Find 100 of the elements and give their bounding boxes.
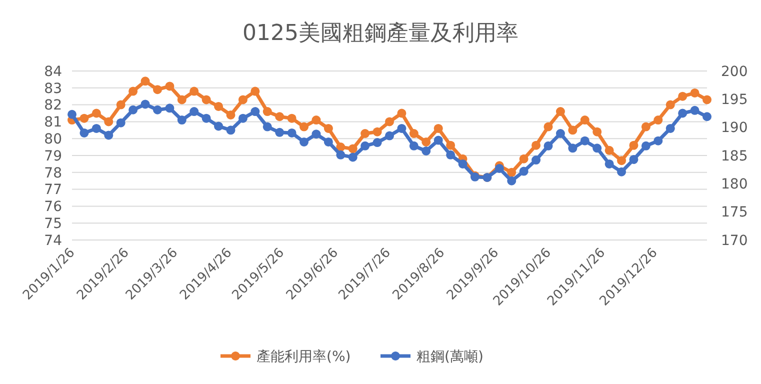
point bbox=[568, 144, 578, 153]
point bbox=[568, 126, 578, 135]
point bbox=[372, 127, 382, 136]
point bbox=[556, 129, 565, 138]
point bbox=[275, 128, 284, 137]
point bbox=[397, 108, 406, 118]
point bbox=[580, 116, 590, 125]
legend-label: 產能利用率(%) bbox=[256, 348, 351, 365]
point bbox=[654, 136, 663, 146]
point bbox=[446, 140, 456, 150]
point bbox=[300, 122, 309, 132]
y-tick-label: 82 bbox=[44, 98, 62, 114]
point bbox=[262, 107, 272, 116]
y-tick-label: 84 bbox=[44, 64, 62, 80]
point bbox=[409, 141, 418, 150]
point bbox=[385, 117, 394, 126]
point bbox=[580, 136, 590, 146]
point bbox=[140, 100, 150, 109]
point bbox=[128, 86, 138, 96]
point bbox=[617, 167, 626, 176]
point bbox=[519, 166, 528, 176]
y-tick-label: 75 bbox=[44, 216, 62, 232]
point bbox=[348, 144, 358, 154]
point bbox=[104, 117, 114, 126]
point bbox=[92, 124, 101, 133]
point bbox=[360, 129, 370, 138]
point bbox=[214, 122, 224, 131]
point bbox=[422, 146, 431, 156]
y-tick-label: 76 bbox=[44, 199, 62, 216]
point bbox=[702, 112, 712, 122]
y2-tick-label: 195 bbox=[721, 92, 748, 108]
point bbox=[641, 122, 650, 132]
point bbox=[348, 152, 358, 162]
point bbox=[385, 131, 394, 140]
legend-label: 粗鋼(萬噸) bbox=[416, 348, 484, 365]
point bbox=[80, 114, 89, 123]
point bbox=[300, 137, 309, 146]
point bbox=[544, 122, 553, 132]
point bbox=[629, 140, 638, 150]
y-tick-label: 81 bbox=[44, 114, 62, 131]
point bbox=[287, 128, 296, 138]
point bbox=[556, 107, 565, 116]
point bbox=[360, 141, 370, 150]
point bbox=[128, 105, 138, 114]
y-tick-label: 78 bbox=[44, 165, 62, 182]
point bbox=[275, 112, 284, 122]
point bbox=[287, 114, 296, 123]
point bbox=[336, 150, 346, 160]
point bbox=[177, 95, 186, 104]
point bbox=[165, 82, 174, 91]
point bbox=[604, 146, 614, 155]
y-tick-label: 79 bbox=[44, 148, 62, 164]
point bbox=[532, 140, 541, 150]
point bbox=[250, 86, 260, 96]
point bbox=[116, 118, 126, 128]
point bbox=[507, 176, 516, 186]
point bbox=[226, 110, 236, 120]
point bbox=[116, 100, 126, 110]
point bbox=[238, 114, 248, 123]
point bbox=[654, 116, 663, 125]
point bbox=[80, 128, 89, 138]
y-tick-label: 77 bbox=[44, 182, 62, 198]
point bbox=[519, 154, 528, 164]
y-tick-label: 74 bbox=[44, 232, 62, 249]
point bbox=[434, 124, 443, 133]
point bbox=[494, 164, 504, 173]
point bbox=[409, 129, 418, 138]
point bbox=[604, 159, 614, 168]
point bbox=[312, 130, 321, 139]
y-tick-label: 80 bbox=[44, 132, 62, 148]
point bbox=[592, 144, 602, 153]
point bbox=[397, 124, 406, 133]
point bbox=[666, 124, 675, 133]
point bbox=[202, 95, 211, 104]
point bbox=[641, 141, 650, 150]
point bbox=[226, 126, 236, 135]
point bbox=[324, 137, 333, 146]
point bbox=[92, 108, 101, 118]
point bbox=[152, 85, 162, 94]
point bbox=[177, 116, 186, 125]
y2-tick-label: 170 bbox=[721, 232, 748, 249]
point bbox=[152, 105, 162, 114]
point bbox=[446, 150, 456, 160]
y2-tick-label: 175 bbox=[721, 204, 748, 221]
point bbox=[592, 127, 602, 136]
point bbox=[532, 156, 541, 165]
chart-title: 0125美國粗鋼產量及利用率 bbox=[242, 21, 518, 46]
point bbox=[617, 156, 626, 166]
y-tick-label: 83 bbox=[44, 80, 62, 97]
point bbox=[507, 168, 516, 177]
point bbox=[238, 95, 248, 104]
y2-tick-label: 180 bbox=[721, 176, 748, 193]
y2-tick-label: 190 bbox=[721, 120, 748, 136]
point bbox=[250, 107, 260, 116]
point bbox=[666, 100, 675, 110]
y2-tick-label: 185 bbox=[721, 148, 748, 164]
point bbox=[165, 104, 174, 113]
point bbox=[190, 86, 199, 96]
point bbox=[678, 108, 688, 118]
point bbox=[324, 124, 333, 133]
